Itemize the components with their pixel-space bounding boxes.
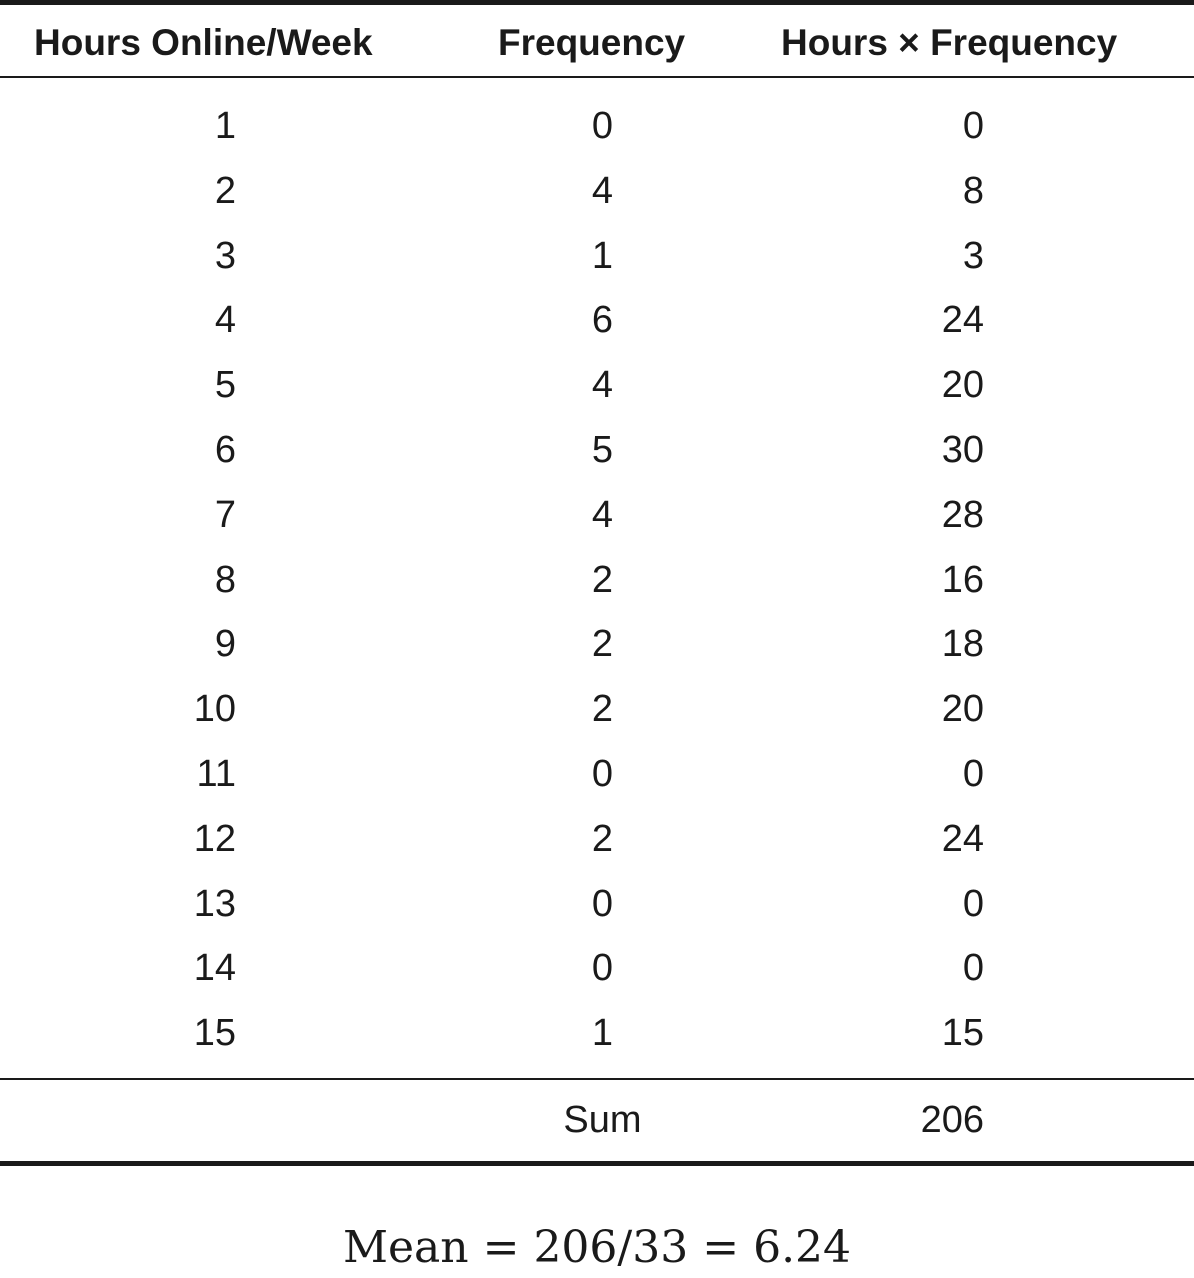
table-row: 14 0 0 [0, 936, 1194, 1001]
cell-hours-times-frequency: 30 [941, 428, 984, 471]
cell-hours: 3 [214, 234, 236, 277]
cell-hours: 2 [214, 169, 236, 212]
table-top-rule [0, 0, 1194, 5]
cell-hours: 9 [214, 623, 236, 666]
cell-hours: 13 [193, 882, 236, 925]
cell-hours: 1 [214, 105, 236, 147]
column-header-hours: Hours Online/Week [34, 22, 373, 63]
cell-hours: 5 [214, 364, 236, 407]
table-row: 9 2 18 [0, 612, 1194, 677]
mean-formula: Mean = 206/33 = 6.24 [342, 1222, 852, 1273]
cell-hours-times-frequency: 3 [962, 234, 984, 277]
cell-hours-times-frequency: 0 [962, 105, 984, 147]
cell-hours-times-frequency: 0 [962, 882, 984, 925]
cell-hours: 15 [193, 1012, 236, 1055]
cell-frequency: 4 [591, 493, 614, 536]
table-row: 6 5 30 [0, 418, 1194, 483]
cell-hours-times-frequency: 20 [941, 364, 984, 407]
cell-hours-times-frequency: 15 [941, 1012, 984, 1055]
cell-frequency: 2 [591, 623, 614, 666]
cell-hours: 6 [214, 428, 236, 471]
cell-hours-times-frequency: 0 [962, 752, 984, 795]
cell-frequency: 0 [591, 105, 614, 147]
table-row: 10 2 20 [0, 677, 1194, 742]
table-row: 12 2 24 [0, 807, 1194, 872]
cell-hours-times-frequency: 0 [962, 947, 984, 990]
cell-frequency: 4 [591, 169, 614, 212]
cell-hours-times-frequency: 18 [941, 623, 984, 666]
cell-hours-times-frequency: 8 [962, 169, 984, 212]
cell-frequency: 0 [591, 947, 614, 990]
cell-frequency: 1 [591, 234, 614, 277]
table-row: 13 0 0 [0, 872, 1194, 937]
table-row: 3 1 3 [0, 224, 1194, 289]
cell-hours-times-frequency: 20 [941, 688, 984, 731]
table-row: 2 4 8 [0, 159, 1194, 224]
sum-value: 206 [920, 1099, 984, 1141]
cell-hours: 10 [193, 688, 236, 731]
cell-hours: 4 [214, 299, 236, 342]
column-header-frequency: Frequency [498, 22, 686, 63]
cell-frequency: 2 [591, 558, 614, 601]
cell-hours-times-frequency: 16 [941, 558, 984, 601]
column-header-hours-times-frequency: Hours × Frequency [781, 22, 1118, 63]
cell-hours: 11 [196, 752, 236, 795]
cell-frequency: 2 [591, 817, 614, 860]
table-bottom-rule [0, 1161, 1194, 1166]
table-row: 1 0 0 [0, 94, 1194, 159]
cell-frequency: 1 [591, 1012, 614, 1055]
cell-hours-times-frequency: 24 [941, 299, 984, 342]
table-row: 15 1 15 [0, 1001, 1194, 1066]
table-row: 4 6 24 [0, 288, 1194, 353]
cell-frequency: 5 [591, 428, 614, 471]
cell-hours-times-frequency: 24 [941, 817, 984, 860]
cell-hours-times-frequency: 28 [941, 493, 984, 536]
sum-rule [0, 1078, 1194, 1080]
table-body: 1 0 0 2 4 8 3 1 3 4 6 24 5 4 20 6 5 30 7 4 28 8 2 16 9 2 18 10 2 20 11… [0, 94, 1194, 1066]
cell-frequency: 6 [591, 299, 614, 342]
cell-hours: 7 [214, 493, 236, 536]
cell-hours: 12 [193, 817, 236, 860]
header-rule [0, 76, 1194, 78]
cell-frequency: 2 [591, 688, 614, 731]
cell-hours: 14 [193, 947, 236, 990]
table-row: 8 2 16 [0, 548, 1194, 613]
table-row: 7 4 28 [0, 483, 1194, 548]
cell-frequency: 0 [591, 752, 614, 795]
cell-frequency: 0 [591, 882, 614, 925]
sum-label: Sum [563, 1099, 642, 1141]
table-row: 5 4 20 [0, 353, 1194, 418]
cell-hours: 8 [214, 558, 236, 601]
cell-frequency: 4 [591, 364, 614, 407]
table-row: 11 0 0 [0, 742, 1194, 807]
